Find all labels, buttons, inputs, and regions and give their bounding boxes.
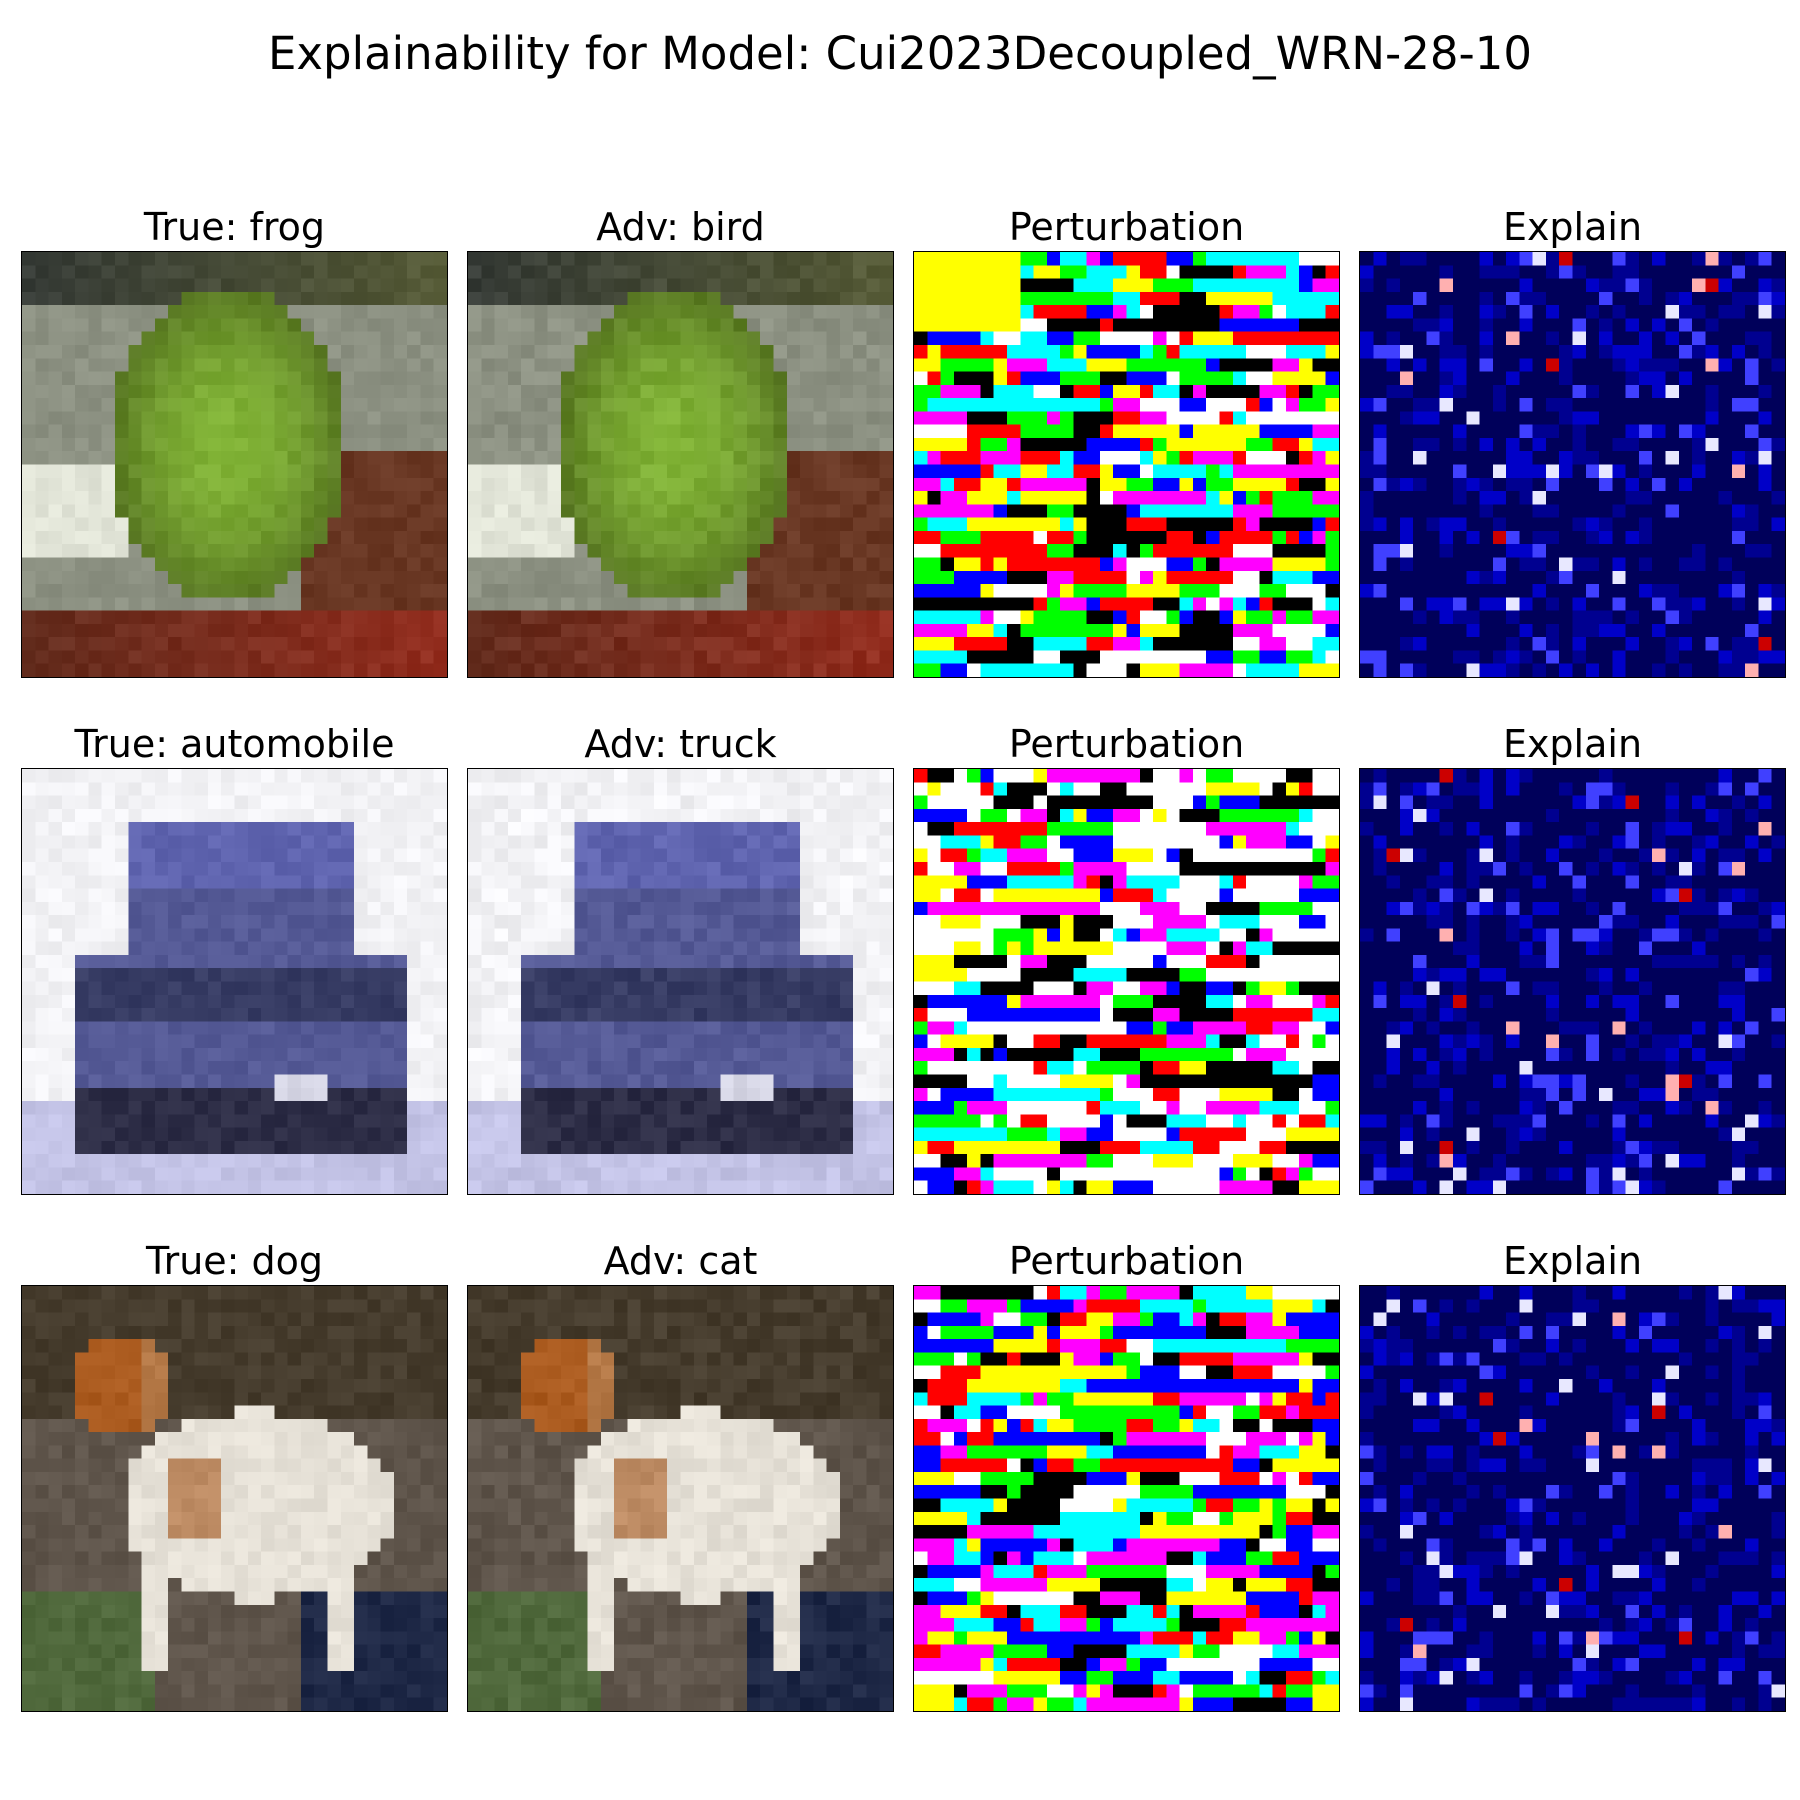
adversarial-panel-row-1-pixels: [468, 252, 893, 677]
explain-panel-row-3-pixels: [1360, 1286, 1785, 1711]
original-panel-row-2-pixels: [22, 769, 447, 1194]
perturbation-panel-row-1: [913, 251, 1340, 678]
perturbation-title-row-2: Perturbation: [1008, 722, 1245, 766]
original-panel-row-3-pixels: [22, 1286, 447, 1711]
perturbation-title-row-1: Perturbation: [1008, 205, 1245, 249]
adversarial-title-row-1: Adv: bird: [596, 205, 765, 249]
explain-panel-row-3: [1359, 1285, 1786, 1712]
original-panel-row-2: [21, 768, 448, 1195]
explain-title-row-1: Explain: [1502, 205, 1643, 249]
adversarial-panel-row-3: [467, 1285, 894, 1712]
adversarial-panel-row-2-pixels: [468, 769, 893, 1194]
adversarial-panel-row-3-pixels: [468, 1286, 893, 1711]
adversarial-title-row-3: Adv: cat: [603, 1239, 758, 1283]
explain-panel-row-1: [1359, 251, 1786, 678]
perturbation-panel-row-2-pixels: [914, 769, 1339, 1194]
original-title-row-2: True: automobile: [74, 722, 395, 766]
explain-panel-row-2: [1359, 768, 1786, 1195]
perturbation-panel-row-3-pixels: [914, 1286, 1339, 1711]
original-panel-row-1: [21, 251, 448, 678]
perturbation-panel-row-3: [913, 1285, 1340, 1712]
adversarial-panel-row-1: [467, 251, 894, 678]
explain-panel-row-1-pixels: [1360, 252, 1785, 677]
original-title-row-3: True: dog: [145, 1239, 324, 1283]
explain-title-row-2: Explain: [1502, 722, 1643, 766]
original-panel-row-3: [21, 1285, 448, 1712]
perturbation-panel-row-2: [913, 768, 1340, 1195]
original-title-row-1: True: frog: [143, 205, 326, 249]
figure-title: Explainability for Model: Cui2023Decoupl…: [267, 27, 1533, 80]
perturbation-panel-row-1-pixels: [914, 252, 1339, 677]
perturbation-title-row-3: Perturbation: [1008, 1239, 1245, 1283]
explain-title-row-3: Explain: [1502, 1239, 1643, 1283]
original-panel-row-1-pixels: [22, 252, 447, 677]
explain-panel-row-2-pixels: [1360, 769, 1785, 1194]
adversarial-title-row-2: Adv: truck: [584, 722, 777, 766]
adversarial-panel-row-2: [467, 768, 894, 1195]
